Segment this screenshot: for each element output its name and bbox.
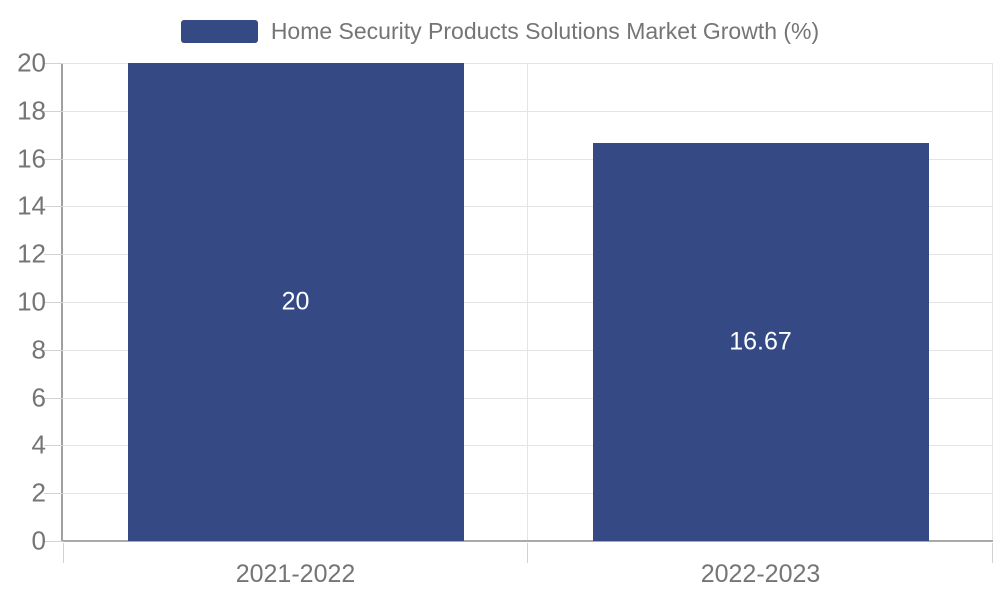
y-tick-label: 20	[17, 47, 46, 78]
y-gridline	[63, 349, 993, 351]
y-gridline	[63, 302, 993, 303]
y-gridline	[63, 493, 993, 495]
y-gridline	[63, 445, 993, 447]
bar-value-label: 20	[281, 287, 310, 316]
x-gridline	[527, 63, 528, 541]
y-tick-mark	[44, 541, 63, 542]
bar[interactable]	[592, 142, 929, 541]
x-gridline	[992, 63, 993, 541]
y-gridline	[63, 254, 993, 256]
bar[interactable]	[127, 63, 464, 541]
y-tick-label: 18	[17, 95, 46, 126]
y-tick-label: 2	[31, 477, 46, 508]
x-tick-mark	[992, 543, 993, 563]
x-tick-mark	[63, 543, 64, 563]
y-gridline	[63, 110, 993, 112]
y-tick-mark	[44, 206, 63, 208]
y-tick-mark	[44, 445, 63, 447]
y-tick-mark	[44, 349, 63, 351]
y-gridline	[63, 206, 993, 208]
y-tick-mark	[44, 254, 63, 256]
x-category-label: 2021-2022	[235, 560, 356, 588]
x-category-label: 2022-2023	[700, 560, 821, 588]
legend[interactable]: Home Security Products Solutions Market …	[0, 18, 1000, 45]
y-tick-label: 14	[17, 190, 46, 221]
y-tick-mark	[44, 63, 63, 64]
y-tick-label: 4	[31, 429, 46, 460]
y-tick-label: 16	[17, 143, 46, 174]
y-tick-mark	[44, 110, 63, 112]
y-gridline	[63, 397, 993, 399]
y-gridline	[63, 63, 993, 64]
x-tick-mark	[527, 543, 528, 563]
y-tick-mark	[44, 493, 63, 495]
y-tick-label: 10	[17, 286, 46, 317]
y-tick-label: 6	[31, 382, 46, 413]
y-tick-label: 8	[31, 334, 46, 365]
y-tick-label: 0	[31, 525, 46, 556]
legend-label[interactable]: Home Security Products Solutions Market …	[270, 18, 820, 44]
y-tick-mark	[44, 397, 63, 399]
y-tick-mark	[44, 302, 63, 303]
y-tick-mark	[44, 158, 63, 160]
plot-area: 20 16.67	[44, 63, 993, 563]
y-gridline	[63, 158, 993, 160]
x-axis-line	[63, 540, 993, 542]
legend-swatch[interactable]	[180, 20, 258, 43]
bar-value-label: 16.67	[729, 327, 792, 356]
y-tick-label: 12	[17, 238, 46, 269]
